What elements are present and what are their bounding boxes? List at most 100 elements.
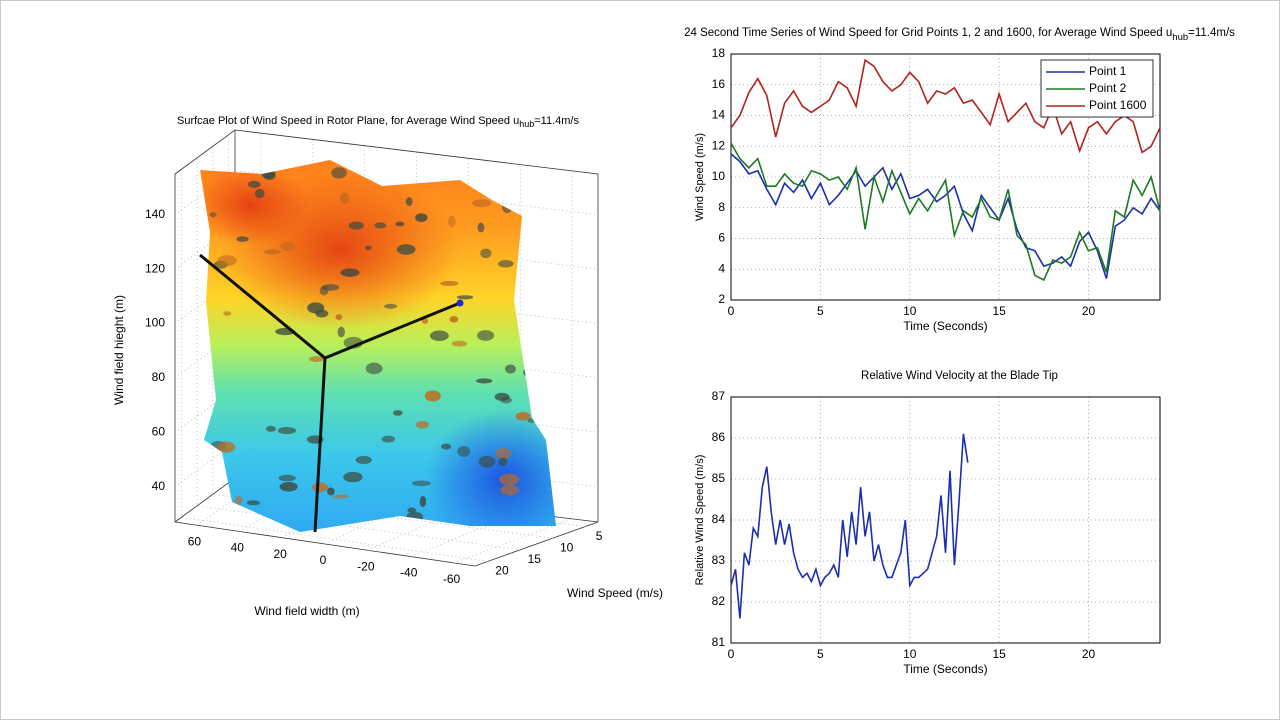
texture-blob [374, 222, 387, 229]
y-axis-label: Wind Speed (m/s) [694, 133, 706, 221]
grid-line [174, 387, 599, 433]
x-tick-label: 0 [728, 647, 735, 661]
data-line [730, 142, 1161, 282]
texture-blob [478, 455, 496, 468]
texture-blob [441, 443, 452, 450]
title-subscript: hub [1172, 32, 1188, 43]
texture-blob [424, 390, 441, 402]
chart-title: 24 Second Time Series of Wind Speed for … [684, 27, 1235, 42]
texture-blob [500, 484, 519, 496]
texture-blob [247, 180, 261, 188]
blade [313, 357, 327, 533]
x-tick-label: -60 [443, 572, 461, 586]
texture-blob [477, 330, 495, 341]
axis-box [730, 53, 1161, 301]
texture-blob [327, 487, 335, 496]
grid-line [174, 224, 599, 270]
texture-blob [407, 507, 417, 513]
texture-blob [477, 222, 485, 233]
grid-line [174, 170, 599, 216]
texture-blob [365, 362, 383, 375]
y-tick-label: 81 [712, 635, 726, 649]
texture-blob [335, 314, 343, 320]
x-tick-label: 0 [320, 553, 327, 567]
grid-line [367, 158, 469, 551]
texture-blob [280, 241, 296, 251]
legend-label: Point 1 [1089, 64, 1127, 78]
texture-blob [451, 340, 468, 347]
z-tick-label: 120 [145, 261, 165, 275]
texture-blob [515, 411, 531, 421]
y-tick-label: 6 [718, 231, 725, 245]
texture-blob [223, 311, 232, 316]
texture-blob [340, 192, 350, 205]
surface-shade [200, 165, 310, 245]
texture-blob [396, 244, 416, 255]
y-axis-label: Wind Speed (m/s) [567, 586, 663, 600]
y-tick-label: 85 [712, 471, 726, 485]
y-tick-label: 82 [712, 594, 726, 608]
texture-blob [355, 455, 372, 465]
y-tick-label: 5 [596, 529, 603, 543]
texture-blob [500, 396, 512, 404]
texture-blob [499, 473, 520, 486]
texture-blob [421, 318, 429, 324]
title-text: =11.4m/s [1188, 27, 1235, 39]
y-tick-label: 10 [712, 169, 726, 183]
surface [200, 160, 556, 532]
y-tick-label: 14 [712, 108, 726, 122]
texture-blob [472, 199, 492, 208]
grid-line [174, 333, 599, 379]
texture-blob [504, 364, 516, 374]
z-tick-label: 80 [152, 370, 166, 384]
texture-blob [381, 435, 395, 443]
y-tick-label: 18 [712, 46, 726, 60]
texture-blob [340, 268, 360, 277]
x-tick-label: 5 [817, 304, 824, 318]
grid-line [239, 139, 314, 532]
x-axis-label: Time (Seconds) [903, 319, 987, 333]
grid-line [174, 279, 599, 324]
line-chart: 2 4 6 8 10 12 14 16 18 0 5 10 15 20 Time (Seconds) Wind… [684, 27, 1235, 333]
y-tick-label: 84 [712, 512, 726, 526]
x-tick-label: 10 [903, 304, 917, 318]
x-tick-label: -40 [400, 566, 418, 580]
texture-blob [312, 482, 328, 493]
legend-label: Point 1600 [1089, 98, 1147, 112]
texture-blob [263, 249, 282, 255]
x-tick-label: 40 [231, 541, 245, 555]
x-tick-label: 5 [817, 647, 824, 661]
axes-labels: 40 60 80 100 120 140 60 40 20 0 -20 -40 -60 20 15 10 5 Wi… [112, 115, 663, 618]
y-tick-label: 20 [495, 564, 509, 578]
texture-blob [254, 188, 265, 199]
x-tick-label: 20 [1082, 647, 1096, 661]
texture-blob [449, 316, 459, 323]
texture-blob [265, 425, 277, 432]
texture-blob [411, 480, 431, 487]
title-text: =11.4m/s [534, 115, 579, 127]
title-text: Relative Wind Velocity at the Blade Tip [861, 370, 1058, 382]
y-axis-label: Relative Wind Speed (m/s) [694, 455, 706, 586]
texture-blob [475, 378, 493, 384]
texture-blob [429, 330, 449, 342]
texture-blob [332, 494, 350, 499]
texture-blob [309, 356, 324, 362]
x-tick-label: 15 [992, 304, 1006, 318]
x-axis-label: Wind field width (m) [254, 604, 359, 618]
texture-blob [405, 197, 413, 207]
x-axis-label: Time (Seconds) [903, 662, 987, 676]
y-tick-label: 15 [528, 552, 542, 566]
texture-blob [384, 303, 398, 309]
axes-3d [174, 129, 599, 567]
texture-blob [279, 482, 298, 492]
z-tick-label: 60 [152, 424, 166, 438]
texture-blob [278, 474, 296, 482]
texture-blob [217, 255, 237, 267]
title-text: Surfcae Plot of Wind Speed in Rotor Plan… [177, 115, 519, 127]
texture-blob [480, 248, 492, 259]
texture-blob [277, 427, 297, 435]
title-text: 24 Second Time Series of Wind Speed for … [684, 27, 1172, 39]
x-tick-label: 10 [903, 647, 917, 661]
data-line [730, 433, 969, 619]
